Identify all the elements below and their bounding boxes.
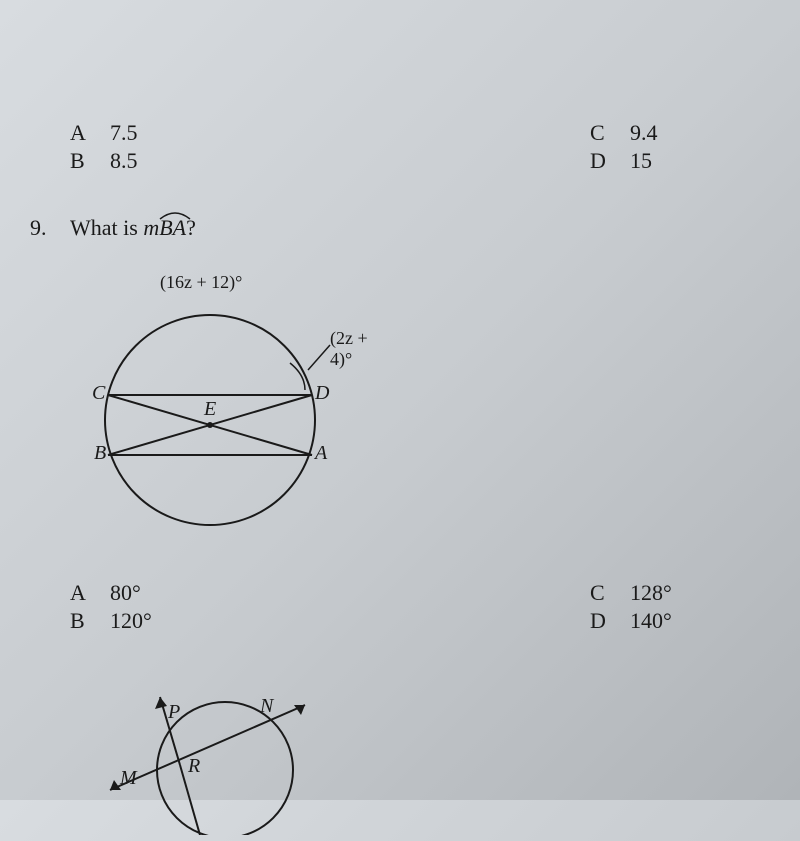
partial-circle-top [100,0,320,86]
point-label-m: M [120,767,137,790]
arc-expression-right: (2z + 4)° [330,328,370,370]
point-label-c: C [92,382,105,405]
option-q8-d: D 15 [590,148,652,174]
option-letter: D [590,608,620,634]
option-letter: D [590,148,620,174]
option-value: 80° [110,580,141,606]
option-q9-a: A 80° [70,580,141,606]
option-q8-b: B 8.5 [70,148,138,174]
point-label-p: P [168,701,180,724]
option-value: 140° [630,608,672,634]
prompt-prefix: What is [70,215,143,240]
option-q9-d: D 140° [590,608,672,634]
point-label-n: N [260,695,273,718]
question-prompt: What is mBA? [70,215,196,241]
option-value: 15 [630,148,652,174]
option-q9-c: C 128° [590,580,672,606]
option-q8-a: A 7.5 [70,120,138,146]
option-value: 9.4 [630,120,658,146]
circle-diagram-q10: P N M R [90,695,350,841]
option-letter: A [70,580,100,606]
option-letter: C [590,580,620,606]
option-value: 128° [630,580,672,606]
option-q9-b: B 120° [70,608,152,634]
arc-symbol [158,209,192,221]
option-letter: C [590,120,620,146]
point-label-b: B [94,442,106,465]
option-value: 8.5 [110,148,138,174]
option-letter: B [70,148,100,174]
option-letter: A [70,120,100,146]
point-label-e: E [204,398,216,421]
question-number: 9. [30,215,47,241]
option-value: 120° [110,608,152,634]
option-letter: B [70,608,100,634]
option-value: 7.5 [110,120,138,146]
circle-diagram-q9: (16z + 12)° (2z + 4)° C D E B A [90,290,370,546]
option-q8-c: C 9.4 [590,120,658,146]
worksheet-page: A 7.5 B 8.5 C 9.4 D 15 9. What is mBA? [0,0,800,800]
point-label-a: A [315,442,327,465]
point-label-d: D [315,382,329,405]
arc-expression-top: (16z + 12)° [160,272,242,293]
point-label-r: R [188,755,200,778]
